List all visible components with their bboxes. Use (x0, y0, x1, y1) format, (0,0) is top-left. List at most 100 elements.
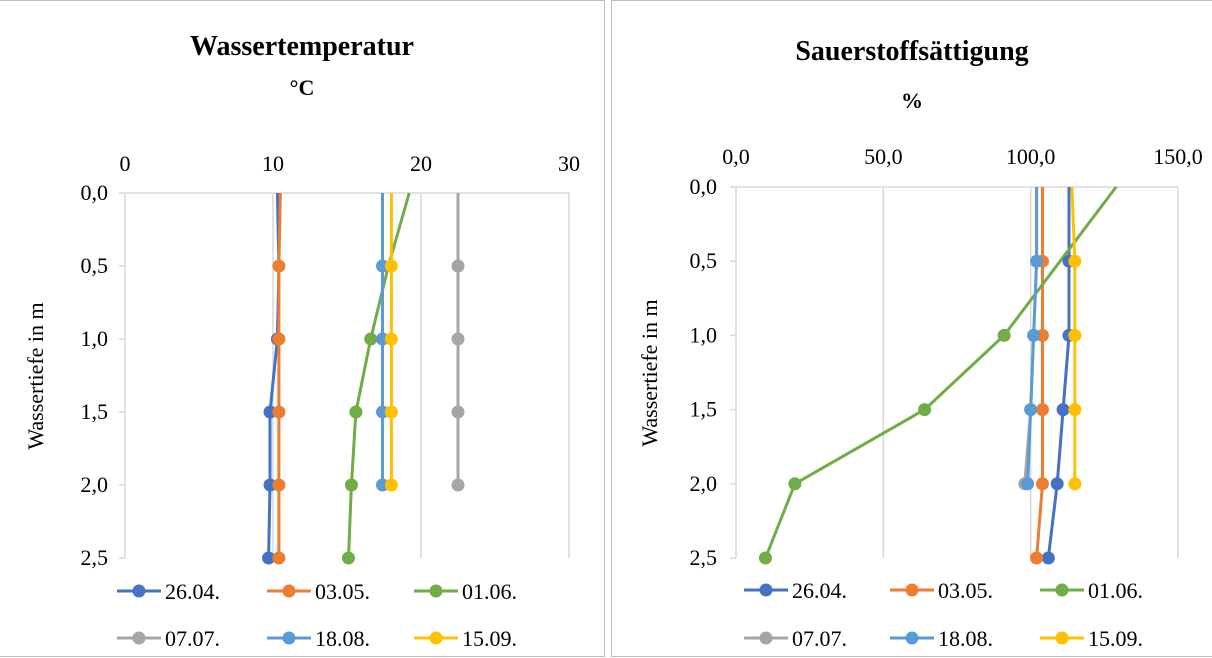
chart-panel-temperature: Wassertemperatur °C 0 10 20 30 0,0 0,5 1,0 1,5 2… (0, 0, 605, 657)
legend-item: 26.04. (117, 579, 220, 604)
legend-item: 18.08. (267, 626, 370, 651)
data-point (1024, 403, 1038, 417)
data-point (384, 405, 398, 419)
chart-title: Sauerstoffsättigung (795, 36, 1029, 67)
temperature-chart-svg: 0 10 20 30 0,0 0,5 1,0 1,5 2,0 2,5 Wassertiefe in … (23, 151, 580, 651)
chart-title: Wassertemperatur (190, 31, 414, 62)
series-line-03-05 (1035, 187, 1044, 559)
data-point (376, 405, 390, 419)
data-point (272, 405, 286, 419)
data-point (341, 551, 355, 565)
x-tick-label: 20 (410, 151, 432, 176)
legend-label: 01.06. (462, 579, 517, 604)
y-tick-label: 1,0 (81, 326, 109, 351)
legend-item: 01.06. (1040, 578, 1143, 603)
series-line-03-05 (277, 192, 282, 558)
x-tick-label: 10 (262, 151, 284, 176)
legend-label: 18.08. (938, 626, 993, 651)
x-tick-label: 100,0 (1006, 144, 1056, 169)
data-point (1068, 328, 1082, 342)
y-axis-title: Wassertiefe in m (23, 302, 48, 449)
data-point (384, 332, 398, 346)
y-tick-label: 2,5 (690, 545, 718, 570)
legend-item: 07.07. (117, 626, 220, 651)
data-point (1035, 403, 1049, 417)
data-point (1030, 254, 1044, 268)
data-point (272, 332, 286, 346)
data-point (344, 478, 358, 492)
data-point (1050, 477, 1064, 491)
y-tick-label: 1,0 (690, 322, 718, 347)
chart-panel-oxygen: Sauerstoffsättigung % 0,0 50,0 100,0 150,0 0… (611, 0, 1212, 657)
legend-marker (905, 583, 919, 597)
x-tick-label: 0,0 (722, 144, 750, 169)
data-point (1068, 403, 1082, 417)
data-point (384, 259, 398, 273)
legend-label: 07.07. (165, 626, 220, 651)
legend-marker (282, 584, 296, 598)
data-point (788, 477, 802, 491)
series-line-01-06 (764, 186, 1118, 559)
y-tick-label: 0,5 (81, 253, 109, 278)
legend-item: 15.09. (1040, 626, 1143, 651)
y-tick-label: 1,5 (690, 397, 718, 422)
legend-item: 15.09. (414, 626, 517, 651)
legend-marker (905, 631, 919, 645)
chart-unit: °C (289, 75, 315, 100)
data-point (1035, 477, 1049, 491)
legend-marker (429, 631, 443, 645)
legend-marker (759, 631, 773, 645)
data-point (262, 551, 276, 565)
legend-item: 26.04. (744, 578, 847, 603)
data-point (451, 478, 465, 492)
data-point (272, 259, 286, 273)
y-tick-label: 0,0 (690, 174, 718, 199)
legend-item: 03.05. (890, 578, 993, 603)
legend-item: 18.08. (890, 626, 993, 651)
y-axis-title: Wassertiefe in m (637, 299, 662, 446)
data-point (1068, 477, 1082, 491)
x-tick-label: 150,0 (1153, 144, 1203, 169)
legend-label: 18.08. (315, 626, 370, 651)
legend-marker (132, 631, 146, 645)
data-point (451, 259, 465, 273)
data-point (272, 478, 286, 492)
y-tick-label: 2,0 (690, 471, 718, 496)
data-point (376, 332, 390, 346)
legend-marker (1055, 631, 1069, 645)
legend-label: 26.04. (165, 579, 220, 604)
y-tick-label: 0,5 (690, 248, 718, 273)
data-point (997, 328, 1011, 342)
data-point (263, 478, 277, 492)
series-line-26-04 (1046, 187, 1071, 559)
data-point (263, 405, 277, 419)
data-point (451, 405, 465, 419)
data-point (364, 332, 378, 346)
x-tick-label: 50,0 (864, 144, 903, 169)
series-line-01-06 (347, 192, 411, 559)
data-point (376, 478, 390, 492)
data-point (384, 478, 398, 492)
data-point (758, 551, 772, 565)
y-tick-label: 2,5 (81, 545, 109, 570)
x-tick-label: 30 (558, 151, 580, 176)
legend-marker (429, 584, 443, 598)
y-tick-label: 1,5 (81, 399, 109, 424)
legend-marker (282, 631, 296, 645)
legend-label: 15.09. (1088, 626, 1143, 651)
legend-item: 03.05. (267, 579, 370, 604)
data-point (1056, 403, 1070, 417)
data-point (349, 405, 363, 419)
data-point (1068, 254, 1082, 268)
data-point (1021, 477, 1035, 491)
y-tick-label: 0,0 (81, 180, 109, 205)
legend-label: 03.05. (315, 579, 370, 604)
legend-item: 01.06. (414, 579, 517, 604)
legend-marker (1055, 583, 1069, 597)
data-point (376, 259, 390, 273)
data-point (1027, 328, 1041, 342)
legend-label: 26.04. (792, 578, 847, 603)
legend-marker (132, 584, 146, 598)
legend-label: 15.09. (462, 626, 517, 651)
oxygen-chart-svg: 0,0 50,0 100,0 150,0 0,0 0,5 1,0 1,5 2,0 2,5 Wasse… (637, 144, 1203, 651)
